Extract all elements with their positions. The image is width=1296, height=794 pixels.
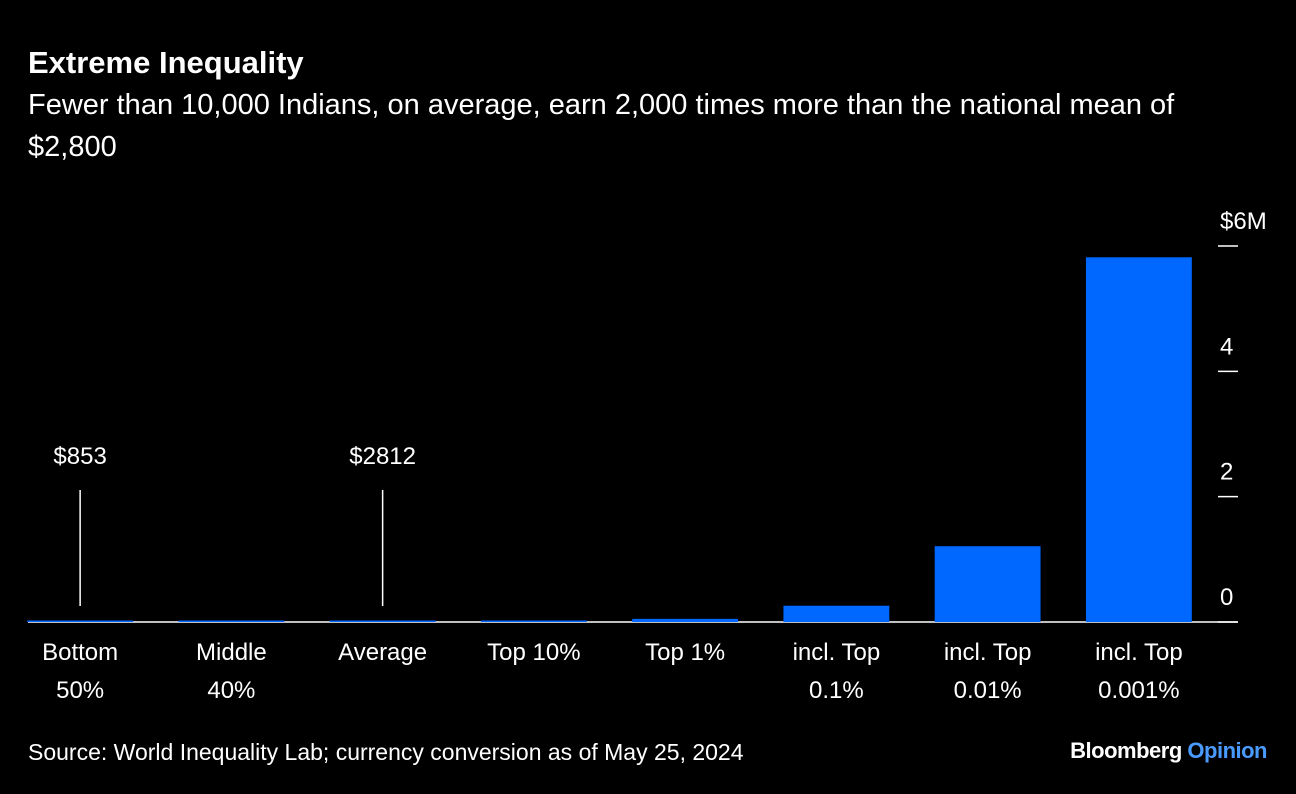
brand-name: Bloomberg <box>1070 738 1182 763</box>
x-tick-label: Top 10% <box>487 639 580 666</box>
x-tick-label: Top 1% <box>645 639 725 666</box>
x-tick-label: 0.1% <box>809 677 864 704</box>
value-label: $853 <box>53 443 106 470</box>
bar <box>329 620 436 622</box>
bar <box>783 605 890 622</box>
x-tick-label: 0.001% <box>1098 677 1179 704</box>
chart-subtitle: Fewer than 10,000 Indians, on average, e… <box>28 89 1175 163</box>
value-label: $2812 <box>349 443 416 470</box>
brand-section: Opinion <box>1187 738 1267 763</box>
bar <box>480 620 587 622</box>
source: Source: World Inequality Lab; currency c… <box>28 739 744 765</box>
y-tick-label: 0 <box>1220 584 1233 611</box>
y-tick-label: $6M <box>1220 208 1267 235</box>
x-tick-label: 50% <box>56 677 104 704</box>
bar <box>632 618 739 622</box>
x-tick-label: incl. Top <box>944 639 1032 666</box>
bar <box>27 620 134 622</box>
bar <box>934 546 1041 622</box>
y-tick-label: 4 <box>1220 333 1233 360</box>
brand: Bloomberg Opinion <box>1070 738 1267 763</box>
bar <box>1085 257 1192 622</box>
x-tick-label: Average <box>338 639 427 666</box>
y-tick-label: 2 <box>1220 459 1233 486</box>
x-tick-label: 40% <box>207 677 255 704</box>
x-tick-label: 0.01% <box>954 677 1022 704</box>
x-tick-label: incl. Top <box>793 639 881 666</box>
x-tick-label: incl. Top <box>1095 639 1183 666</box>
x-tick-label: Bottom <box>42 639 118 666</box>
chart-title: Extreme Inequality <box>28 45 304 80</box>
bar <box>178 620 285 622</box>
x-tick-label: Middle <box>196 639 267 666</box>
